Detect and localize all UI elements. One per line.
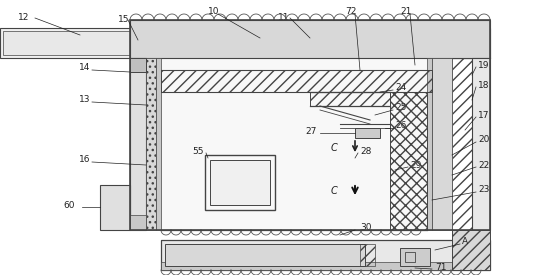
Text: 30: 30 (360, 224, 372, 232)
Bar (210, 160, 270, 205)
Bar (472, 58, 490, 230)
Bar (161, 262, 490, 270)
Text: 10: 10 (208, 7, 219, 16)
Bar (432, 58, 452, 230)
Bar (156, 58, 161, 230)
Bar (130, 20, 490, 230)
Text: 20: 20 (478, 136, 489, 144)
Text: C: C (330, 143, 337, 153)
Text: A: A (462, 238, 468, 246)
Bar (452, 230, 490, 270)
Text: 72: 72 (345, 7, 356, 16)
Bar (205, 155, 275, 210)
Text: 12: 12 (18, 13, 29, 23)
Bar (130, 20, 490, 58)
Text: 60: 60 (63, 200, 75, 210)
Text: 16: 16 (78, 155, 90, 164)
Bar (130, 58, 146, 72)
Bar (161, 70, 432, 92)
Bar (310, 92, 390, 106)
Bar (3, 31, 486, 55)
Text: 21: 21 (400, 7, 411, 16)
Text: 19: 19 (478, 60, 490, 70)
Text: 25: 25 (395, 103, 406, 112)
Text: 11: 11 (278, 12, 289, 21)
Text: 14: 14 (78, 64, 90, 73)
Text: 15: 15 (118, 15, 130, 24)
Bar (405, 252, 415, 262)
Text: 13: 13 (78, 95, 90, 104)
Text: 23: 23 (478, 186, 489, 194)
Text: 27: 27 (305, 128, 316, 136)
Bar (0, 28, 490, 58)
Text: 28: 28 (360, 147, 371, 156)
Text: 71: 71 (435, 263, 446, 273)
Text: 17: 17 (478, 111, 490, 120)
Bar (165, 244, 365, 266)
Bar (130, 215, 146, 230)
Bar (161, 58, 427, 230)
Bar (452, 58, 472, 230)
Text: 26: 26 (395, 122, 406, 131)
Bar (427, 58, 432, 230)
Text: 29: 29 (410, 161, 421, 169)
Bar (130, 58, 146, 230)
Text: 24: 24 (395, 84, 406, 92)
Text: 55: 55 (192, 147, 203, 156)
Bar (100, 185, 130, 230)
Bar (161, 240, 490, 270)
Text: 22: 22 (478, 161, 489, 169)
Bar (390, 92, 427, 230)
Bar (400, 248, 430, 266)
Bar (146, 58, 156, 230)
Text: C: C (330, 186, 337, 196)
Bar (355, 128, 380, 138)
Bar (360, 244, 375, 266)
Text: 18: 18 (478, 81, 490, 89)
